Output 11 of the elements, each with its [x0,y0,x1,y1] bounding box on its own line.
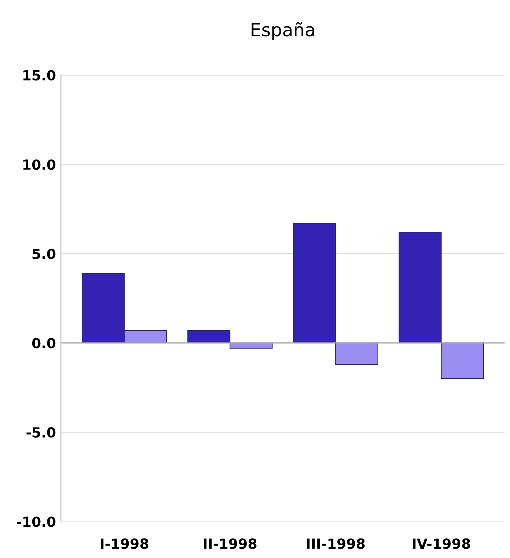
chart-title: España [252,22,314,40]
y-tick-label: -5.0 [26,427,56,438]
y-tick-label: 10.0 [24,160,56,170]
y-tick-label: 0.0 [32,338,56,349]
x-tick-label: IV-1998 [413,538,470,550]
x-tick-label: I-1998 [101,538,149,550]
y-tick-label: 15.0 [24,70,56,81]
y-tick-label: -10.0 [17,516,56,528]
x-tick-label: II-1998 [204,538,257,550]
y-tick-label: 5.0 [32,248,56,260]
x-tick-label: III-1998 [307,538,365,550]
